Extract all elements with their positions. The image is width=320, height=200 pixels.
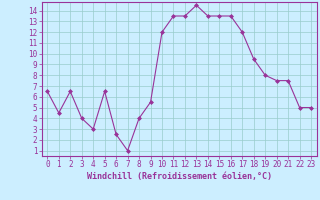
X-axis label: Windchill (Refroidissement éolien,°C): Windchill (Refroidissement éolien,°C) — [87, 172, 272, 181]
